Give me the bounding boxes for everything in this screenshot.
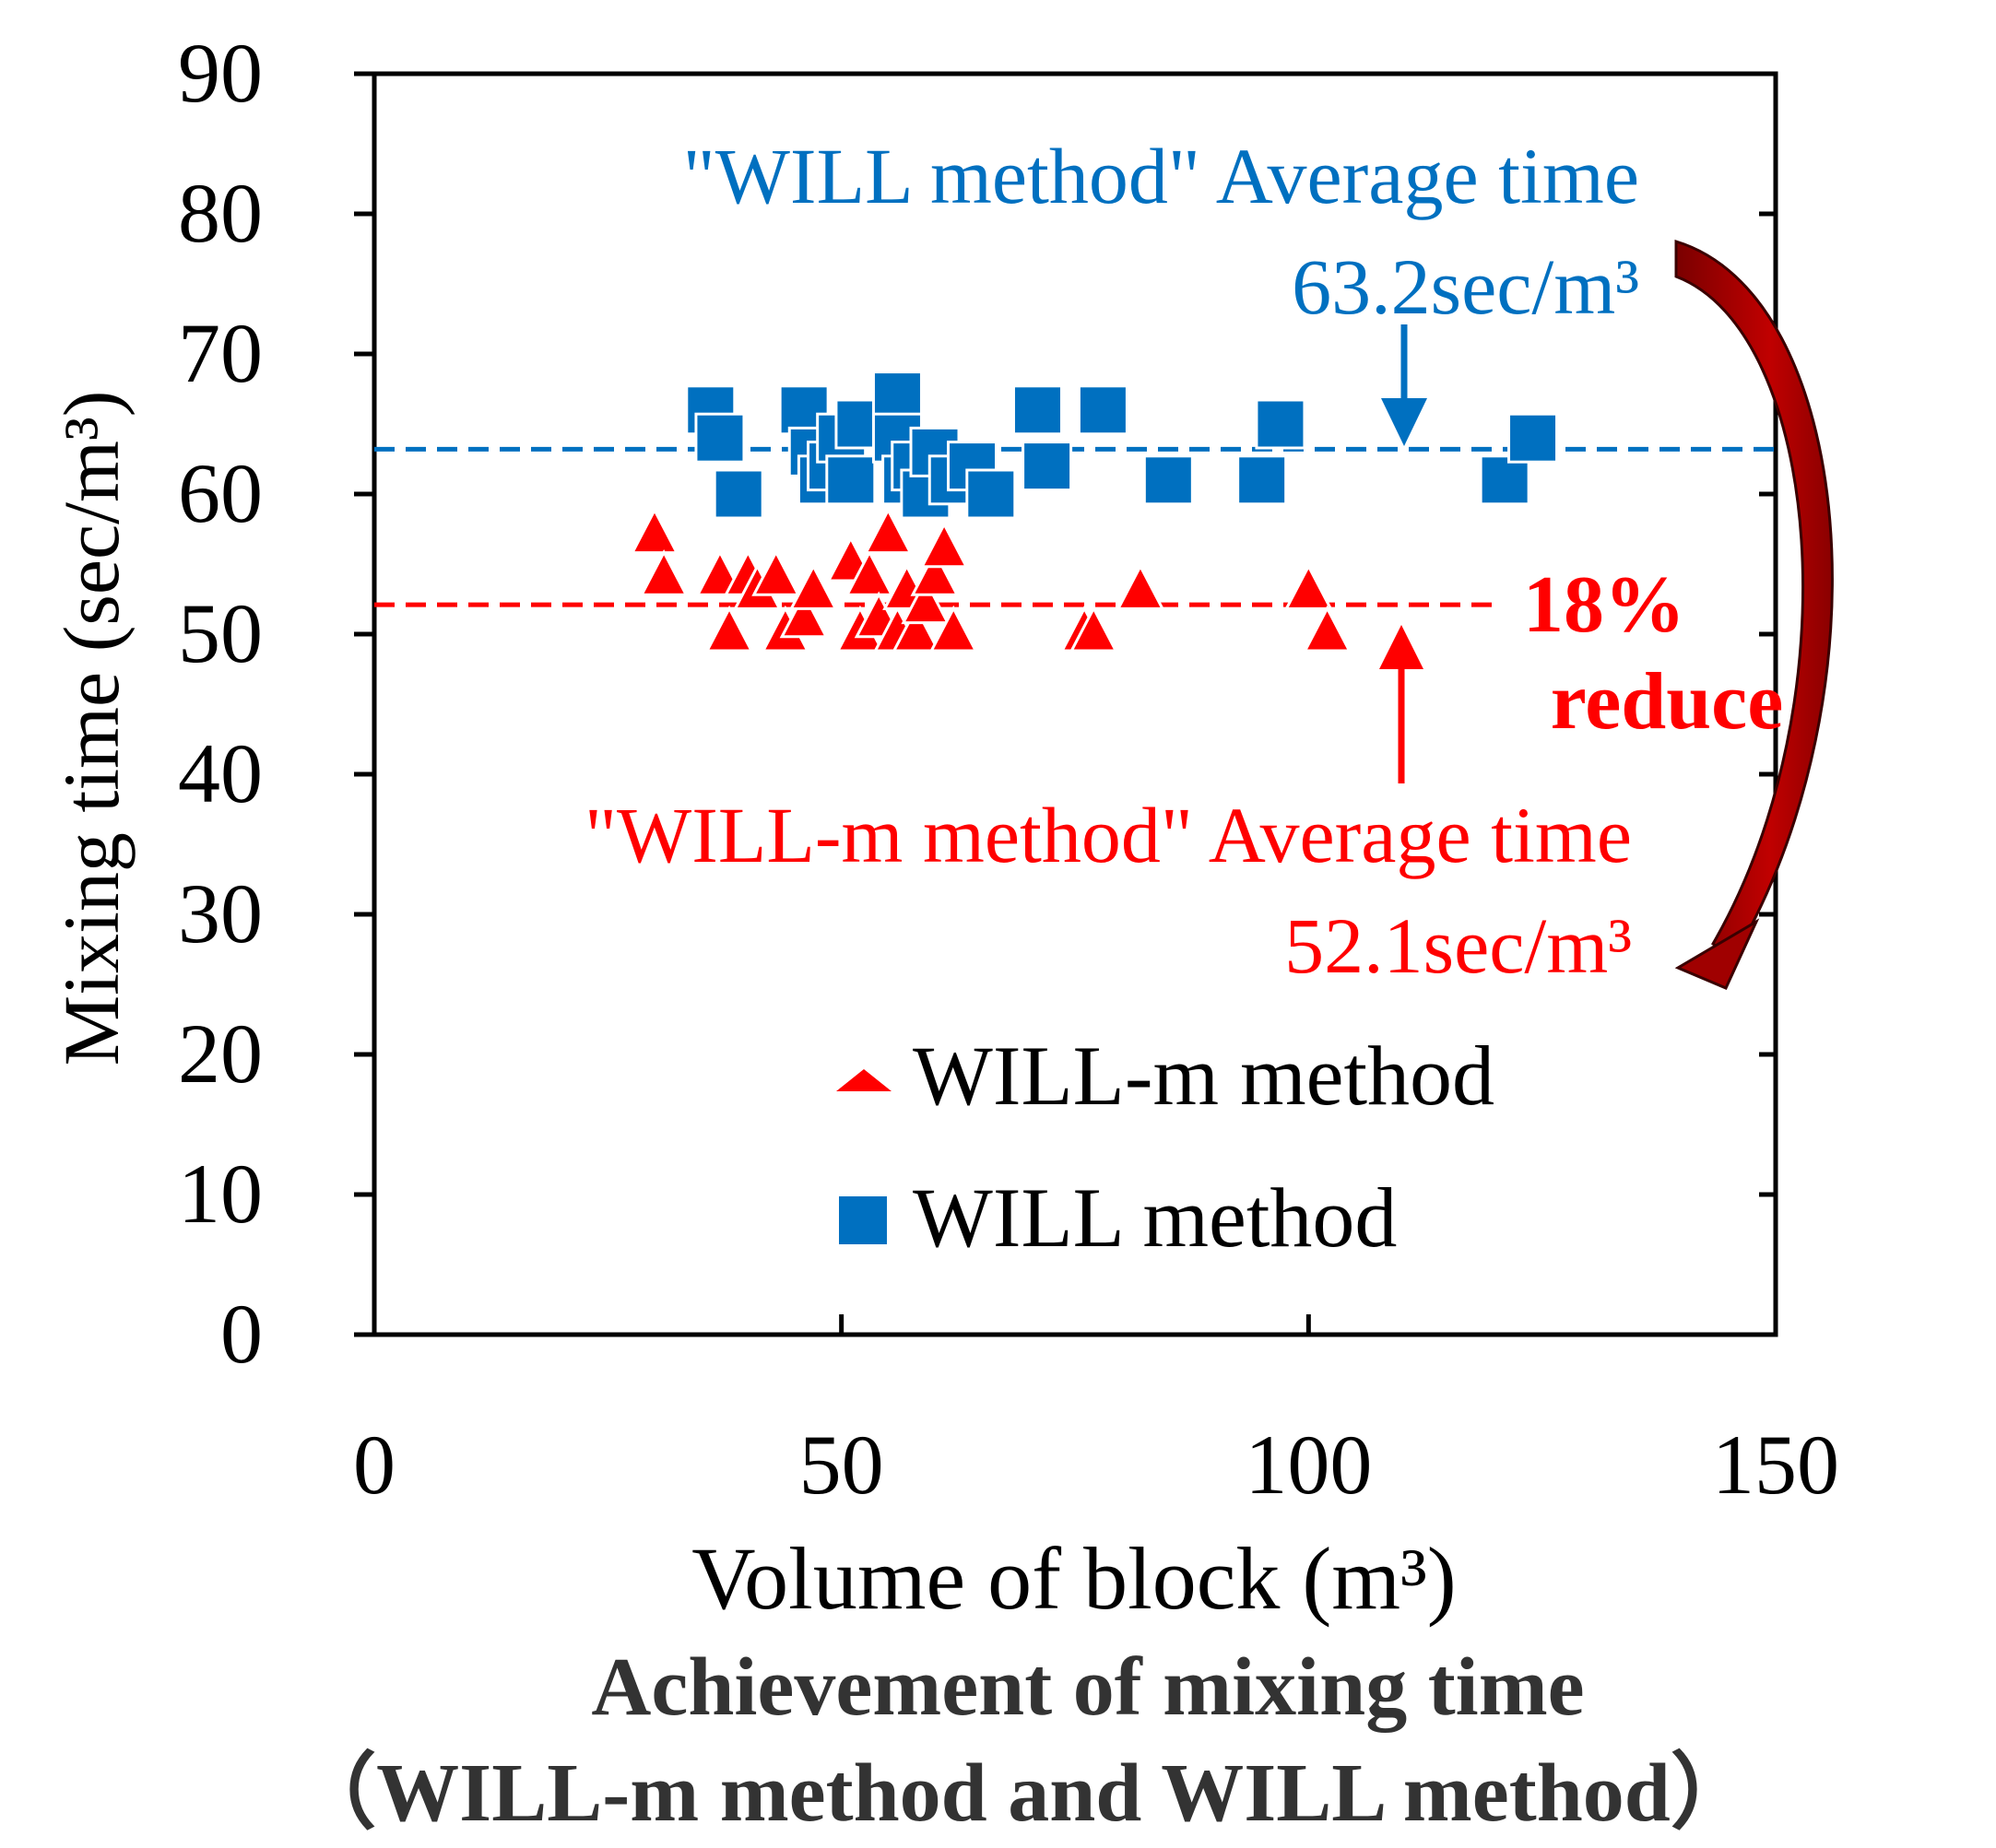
will-point <box>1077 384 1128 436</box>
x-tick-label: 150 <box>1712 1418 1839 1512</box>
x-tick-label: 50 <box>799 1418 884 1512</box>
will-point <box>1255 398 1306 450</box>
legend-label-willm: WILL-m method <box>913 1029 1494 1123</box>
x-tick-label: 100 <box>1245 1418 1372 1512</box>
will-point <box>694 412 746 464</box>
willm-point <box>892 605 941 653</box>
will-point <box>871 371 923 422</box>
willm-point <box>844 548 894 596</box>
willm-point <box>1283 563 1333 610</box>
x-tick-labels: 0 50 100 150 <box>353 1418 1839 1512</box>
y-tick-label: 80 <box>178 166 263 260</box>
y-tick-label: 70 <box>178 306 263 400</box>
willm-point <box>630 507 679 555</box>
chart-subtitle: （WILL-m method and WILL method） <box>293 1748 1754 1839</box>
reduction-curved-arrow <box>1674 239 1834 990</box>
x-axis-label: Volume of block (m³) <box>691 1529 1457 1628</box>
willm-point <box>779 591 829 639</box>
willm-point <box>919 521 969 569</box>
series-will-points <box>685 371 1559 520</box>
will-point <box>1011 384 1063 436</box>
y-tick-label: 60 <box>178 446 263 540</box>
will-down-arrow <box>1381 324 1427 446</box>
willm-point <box>788 563 838 610</box>
reduce-percent: 18% <box>1523 560 1685 650</box>
legend-triangle-icon <box>836 1069 892 1091</box>
y-tick-label: 40 <box>178 726 263 820</box>
will-point <box>1507 412 1559 464</box>
will-point <box>1022 441 1073 492</box>
axis-ticks <box>354 71 1778 1337</box>
chart-title: Achievement of mixing time <box>591 1642 1584 1733</box>
x-tick-label: 0 <box>353 1418 396 1512</box>
will-point <box>1479 454 1530 506</box>
will-point <box>1236 454 1288 506</box>
willm-average-label: "WILL-m method" Average time <box>585 791 1632 879</box>
y-tick-label: 10 <box>178 1147 263 1241</box>
y-axis-label: Mixing time (sec/m³) <box>47 391 136 1066</box>
y-tick-label: 0 <box>220 1287 263 1381</box>
plot-frame <box>372 71 1778 1337</box>
willm-point <box>639 548 689 596</box>
willm-up-arrow <box>1379 625 1423 783</box>
willm-point <box>910 548 960 596</box>
will-average-label: "WILL method" Average time <box>683 132 1639 220</box>
legend-square-icon <box>839 1196 887 1244</box>
willm-point <box>751 548 801 596</box>
y-tick-label: 20 <box>178 1006 263 1101</box>
willm-point <box>1069 605 1118 653</box>
reduce-label: reduce <box>1551 657 1784 747</box>
willm-point <box>901 577 951 625</box>
willm-point <box>1303 605 1352 653</box>
y-tick-label: 30 <box>178 866 263 960</box>
willm-point <box>928 605 978 653</box>
willm-point <box>704 605 754 653</box>
legend-label-will: WILL method <box>913 1171 1397 1265</box>
will-point <box>825 454 877 506</box>
willm-point <box>1116 563 1165 610</box>
will-average-value: 63.2sec/m³ <box>1292 242 1639 331</box>
willm-point <box>863 507 913 555</box>
series-willm-points <box>630 507 1352 653</box>
y-tick-label: 90 <box>178 26 263 120</box>
will-point <box>713 468 764 520</box>
legend: WILL-m method WILL method <box>836 1029 1494 1265</box>
will-point <box>965 468 1017 520</box>
will-point <box>1142 454 1194 506</box>
y-tick-label: 50 <box>178 586 263 680</box>
willm-average-value: 52.1sec/m³ <box>1284 901 1632 990</box>
y-tick-labels: 0 10 20 30 40 50 60 70 80 90 <box>178 26 263 1381</box>
